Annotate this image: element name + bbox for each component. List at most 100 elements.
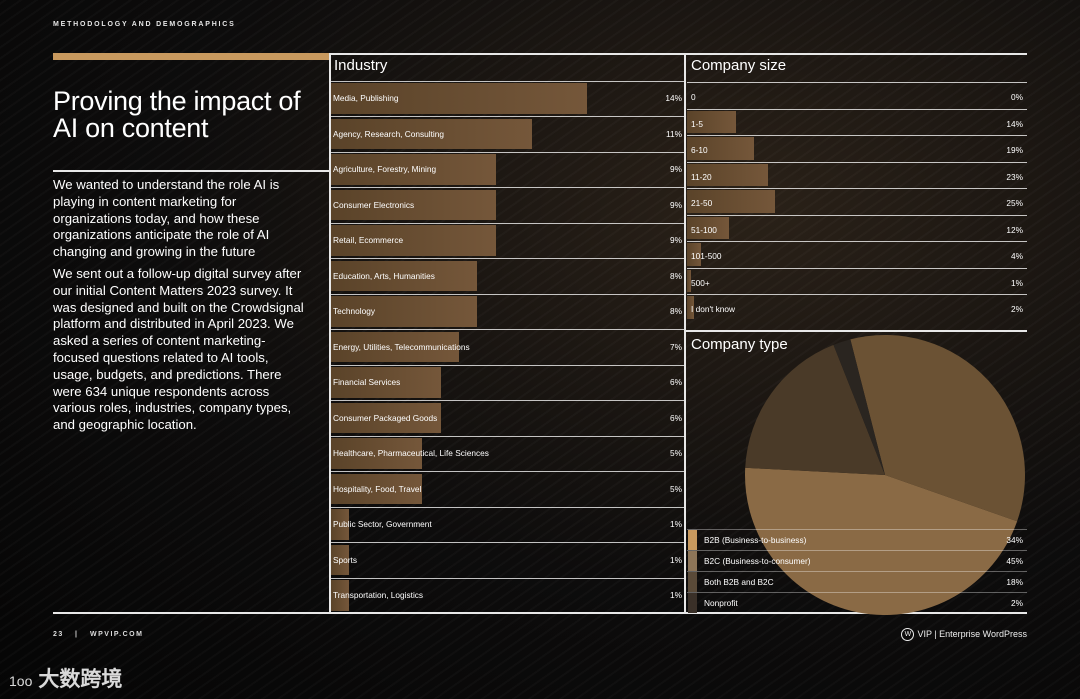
size-row-divider [687,82,1027,83]
brand-logo[interactable]: W VIP | Enterprise WordPress [901,628,1027,641]
industry-row-divider [331,577,684,579]
size-value-label: 12% [1006,224,1023,235]
footer-site-link[interactable]: WPVIP.COM [90,631,144,638]
size-value-label: 14% [1006,118,1023,129]
watermark-text: 大数跨境 [38,668,123,691]
industry-row-divider [331,293,684,295]
company-size-bottom-rule [686,330,1027,332]
size-row-divider [687,188,1027,189]
industry-value-label: 7% [670,341,682,352]
industry-row-divider [331,222,684,224]
industry-row-divider [331,329,684,330]
industry-value-label: 5% [670,448,682,458]
size-bar-6 [687,243,702,266]
pie-slice-2 [745,344,885,475]
industry-category-label: Agriculture, Forestry, Mining [333,164,437,174]
size-row-divider [687,241,1027,242]
legend-category-label: B2B (Business-to-business) [704,535,807,545]
industry-value-label: 14% [665,93,682,103]
industry-bar-8 [331,367,441,398]
size-value-label: 4% [1011,251,1023,261]
legend-row-divider [687,571,1027,572]
industry-chart-title: Industry [334,57,388,74]
industry-row-divider [331,542,684,543]
industry-category-label: Technology [333,306,375,316]
industry-row-divider [331,400,684,401]
industry-bar-13 [331,544,350,575]
industry-row-divider [331,80,684,82]
size-category-label: I don't know [691,304,736,314]
industry-category-label: Education, Arts, Humanities [333,270,435,281]
industry-category-label: Public Sector, Government [333,519,432,529]
size-bar-2 [687,137,754,160]
top-rule-right [329,53,1027,55]
brand-text: VIP | Enterprise WordPress [917,628,1027,639]
industry-bar-3 [331,189,496,220]
legend-category-label: Nonprofit [704,598,738,608]
footer-separator: | [75,631,79,638]
size-category-label: 11-20 [691,171,712,182]
industry-value-label: 1% [670,519,682,529]
industry-value-label: 11% [666,128,682,139]
industry-category-label: Hospitality, Food, Travel [333,483,422,494]
size-bar-4 [687,190,775,213]
size-value-label: 23% [1006,171,1023,182]
page-number: 23 [53,631,64,638]
legend-swatch-2 [688,572,697,592]
size-value-label: 0% [1011,92,1023,102]
legend-category-label: Both B2B and B2C [704,577,774,587]
industry-row-divider [331,258,684,259]
industry-row-divider [331,116,684,117]
legend-value-label: 2% [1011,598,1023,608]
size-bar-1 [687,110,737,133]
size-bar-3 [687,163,768,186]
industry-category-label: Transportation, Logistics [333,590,424,600]
panel-divider [684,53,686,613]
industry-row-divider [331,151,684,153]
size-category-label: 1-5 [691,118,703,129]
watermark-logo-icon: 1oo [9,673,33,689]
size-category-label: 51-100 [691,224,717,235]
industry-left-border [329,53,331,613]
industry-value-label: 9% [670,199,682,210]
legend-row-divider [687,550,1027,551]
industry-bar-4 [331,225,496,256]
intro-divider [53,170,329,172]
industry-row-divider [331,364,684,366]
industry-bar-9 [331,402,441,433]
company-size-chart-title: Company size [691,57,787,74]
legend-swatch-1 [688,551,697,571]
industry-category-label: Consumer Electronics [333,199,415,210]
size-value-label: 25% [1006,198,1023,208]
industry-bar-5 [331,260,478,291]
size-bar-8 [687,296,695,319]
size-row-divider [687,108,1027,110]
size-row-divider [687,267,1027,269]
industry-bar-12 [331,509,350,540]
industry-bar-0 [331,83,587,114]
legend-row-divider [687,529,1027,530]
pie-slice-1 [745,467,1018,615]
industry-value-label: 8% [670,306,682,316]
size-value-label: 19% [1006,145,1023,155]
legend-value-label: 34% [1006,535,1023,545]
size-category-label: 21-50 [691,198,713,208]
company-type-pie-chart [745,335,1025,615]
industry-value-label: 9% [670,164,682,174]
industry-category-label: Agency, Research, Consulting [333,128,444,139]
legend-category-label: B2C (Business-to-consumer) [704,556,811,566]
intro-paragraph-1: We wanted to understand the role AI is p… [53,177,280,260]
industry-value-label: 6% [670,412,682,423]
legend-value-label: 45% [1006,556,1023,566]
industry-value-label: 5% [670,483,682,494]
size-bar-7 [687,269,691,292]
industry-row-divider [331,506,684,508]
size-row-divider [687,214,1027,216]
wordpress-icon: W [901,628,915,641]
pie-slice-3 [833,339,885,475]
industry-bar-10 [331,438,423,469]
watermark: 1oo 大数跨境 [9,663,122,693]
size-row-divider [687,135,1027,136]
legend-swatch-0 [688,530,697,550]
industry-category-label: Sports [333,554,357,565]
